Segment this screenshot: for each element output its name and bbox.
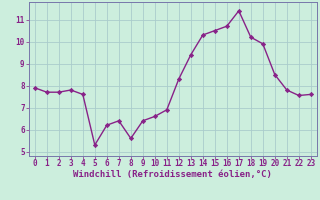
X-axis label: Windchill (Refroidissement éolien,°C): Windchill (Refroidissement éolien,°C)	[73, 170, 272, 179]
